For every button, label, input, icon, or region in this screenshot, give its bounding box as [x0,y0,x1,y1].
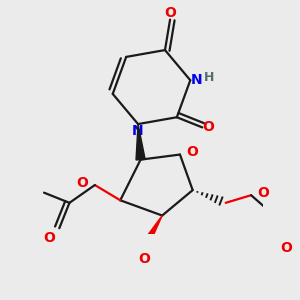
Text: O: O [165,299,177,300]
Text: O: O [164,6,176,20]
Text: N: N [190,73,202,87]
Text: O: O [139,252,150,266]
Text: O: O [202,120,214,134]
Polygon shape [141,215,162,248]
Text: O: O [186,145,198,159]
Text: O: O [44,231,56,245]
Text: O: O [76,176,88,190]
Text: N: N [132,124,144,138]
Text: H: H [204,71,214,84]
Text: O: O [257,186,269,200]
Text: O: O [280,241,292,255]
Polygon shape [136,124,145,160]
